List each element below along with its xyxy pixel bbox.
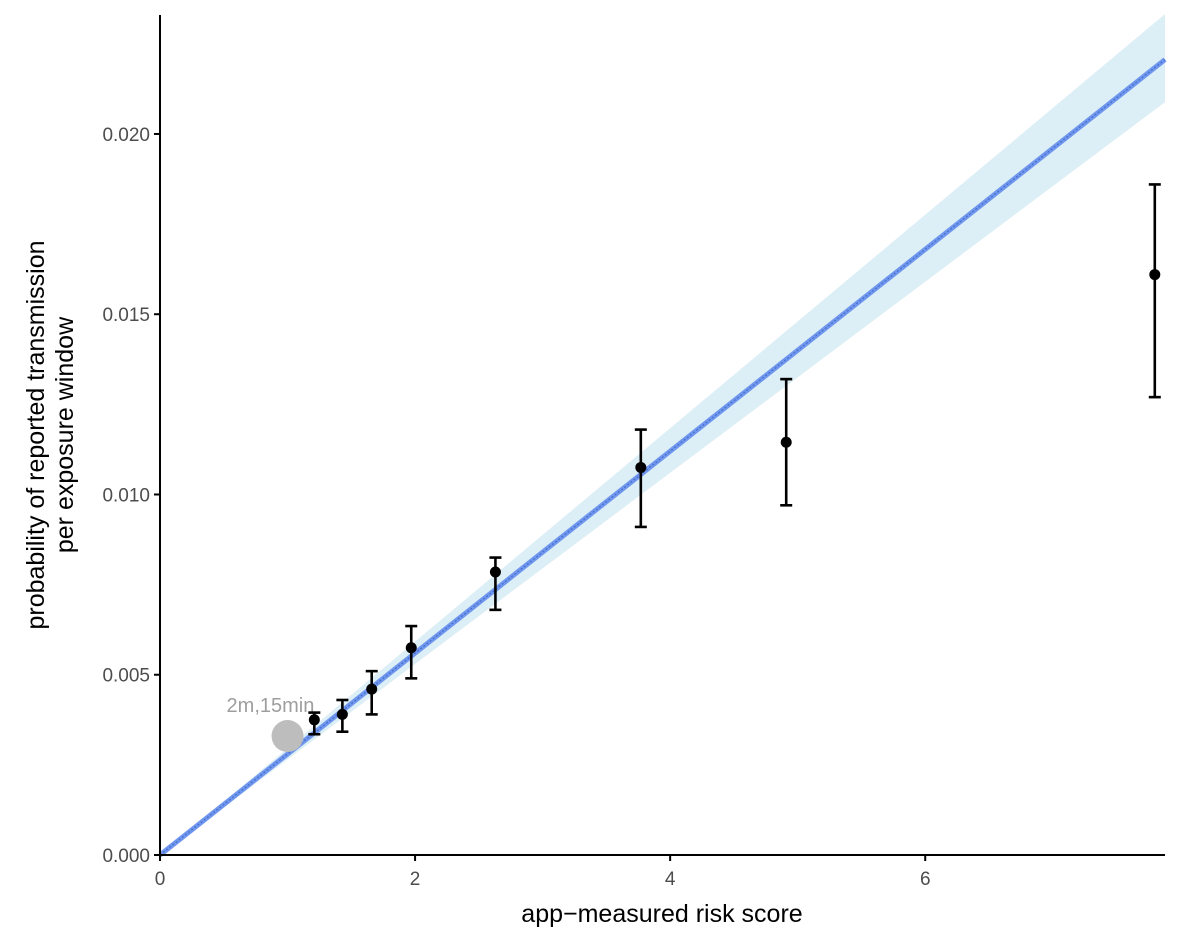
x-tick-label: 6 bbox=[920, 869, 931, 890]
y-tick-label: 0.005 bbox=[102, 666, 150, 687]
y-tick-label: 0.015 bbox=[102, 305, 150, 326]
reference-point-group: 2m,15min bbox=[227, 695, 315, 753]
reference-point-marker bbox=[271, 720, 304, 753]
point-marker-2 bbox=[336, 708, 348, 720]
reference-point-label: 2m,15min bbox=[227, 695, 315, 717]
y-axis-title-line-2: per exposure window bbox=[51, 316, 79, 553]
y-tick-label: 0.010 bbox=[102, 485, 150, 506]
point-marker-6 bbox=[635, 461, 647, 473]
data-point-8 bbox=[1148, 183, 1161, 399]
confidence-band-group bbox=[160, 14, 1165, 856]
y-tick-label: 0.020 bbox=[102, 125, 150, 146]
point-marker-8 bbox=[1149, 269, 1161, 281]
data-point-1 bbox=[308, 711, 321, 736]
confidence-band bbox=[160, 14, 1165, 856]
data-point-2 bbox=[336, 698, 349, 734]
x-tick-label: 4 bbox=[665, 869, 676, 890]
data-point-5 bbox=[489, 556, 502, 612]
x-ticks-group: 0 2 4 6 bbox=[155, 855, 931, 890]
data-point-6 bbox=[634, 428, 647, 529]
y-tick-label: 0.000 bbox=[102, 846, 150, 867]
x-tick-label: 0 bbox=[155, 869, 166, 890]
x-axis-title: app−measured risk score bbox=[521, 900, 802, 928]
x-tick-label: 2 bbox=[410, 869, 421, 890]
y-axis-title-line-1: probability of reported transmission bbox=[22, 240, 50, 629]
point-marker-1 bbox=[308, 714, 320, 726]
data-point-4 bbox=[405, 624, 418, 680]
data-point-3 bbox=[365, 669, 378, 716]
fit-line-group bbox=[158, 57, 1167, 857]
data-points-group bbox=[308, 183, 1161, 736]
point-marker-3 bbox=[366, 683, 378, 695]
fit-line-hatch bbox=[159, 59, 1166, 856]
point-marker-5 bbox=[489, 566, 501, 578]
y-ticks-group: 0.000 0.005 0.010 0.015 0.020 bbox=[102, 125, 160, 867]
point-marker-7 bbox=[780, 436, 792, 448]
point-marker-4 bbox=[405, 642, 417, 654]
axes-group bbox=[159, 15, 1165, 856]
data-point-7 bbox=[780, 377, 793, 507]
